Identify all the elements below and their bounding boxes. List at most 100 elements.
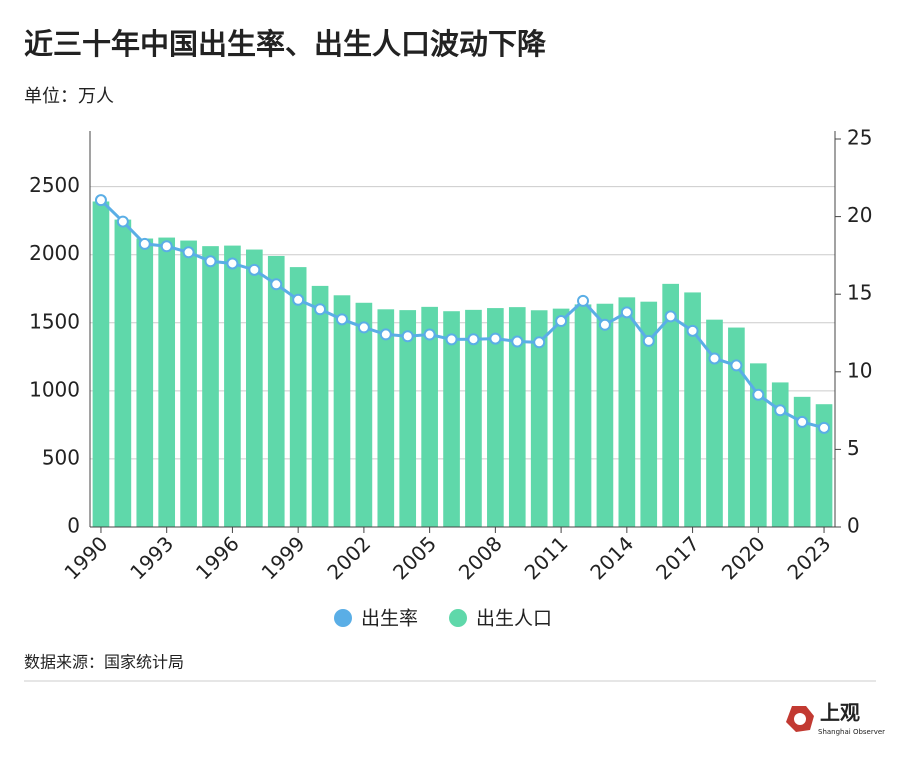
point <box>335 313 348 326</box>
point <box>270 278 283 291</box>
legend-swatch <box>449 609 468 627</box>
line <box>99 199 825 430</box>
y-tick-label: 1500 <box>29 309 80 333</box>
point <box>204 255 217 268</box>
point <box>292 293 305 306</box>
x-tick-label: 2020 <box>717 531 770 584</box>
point <box>533 336 546 349</box>
bar <box>377 309 395 527</box>
bar <box>530 310 548 527</box>
point <box>489 332 502 345</box>
bar <box>136 238 154 527</box>
brand: 上观 <box>820 701 860 725</box>
point <box>664 310 677 323</box>
x-tick-label: 1990 <box>59 531 112 584</box>
point <box>577 294 590 307</box>
bar <box>180 240 197 527</box>
bar <box>508 307 526 527</box>
legend-label: 出生率 <box>361 608 418 630</box>
y2-tick-label: 25 <box>847 126 872 150</box>
bar <box>815 404 833 527</box>
bar <box>399 310 417 527</box>
y2-tick-label: 0 <box>847 514 860 538</box>
bar <box>246 249 263 527</box>
bar <box>618 297 636 527</box>
point <box>467 333 480 346</box>
y-tick-label: 2500 <box>29 173 80 197</box>
bar <box>443 311 460 527</box>
point <box>686 324 699 337</box>
bar <box>574 304 592 527</box>
bar <box>158 237 176 527</box>
source: 数据来源：国家统计局 <box>24 653 184 672</box>
y2-tick-label: 5 <box>847 436 860 460</box>
chart-title: 近三十年中国出生率、出生人口波动下降 <box>24 27 547 61</box>
y-tick-label: 500 <box>42 445 80 469</box>
bar <box>749 363 767 527</box>
bar <box>92 201 110 528</box>
point <box>445 333 458 346</box>
point <box>138 237 151 250</box>
point <box>94 194 107 207</box>
point <box>314 303 327 316</box>
bar <box>311 285 329 527</box>
bar <box>596 303 614 527</box>
point <box>708 352 721 365</box>
bar <box>552 308 570 527</box>
point <box>774 404 787 417</box>
y-tick-label: 1000 <box>29 377 80 401</box>
y-tick-label: 2000 <box>29 241 80 265</box>
point <box>357 321 370 334</box>
x-tick-label: 2011 <box>520 531 573 584</box>
point <box>555 315 568 328</box>
point <box>116 215 129 228</box>
bar <box>684 292 701 527</box>
bar <box>793 396 811 527</box>
x-tick-label: 1993 <box>125 531 178 584</box>
bar <box>202 246 219 527</box>
bar <box>289 267 307 527</box>
x-tick-label: 1996 <box>191 531 244 584</box>
bar <box>267 255 285 527</box>
point <box>796 415 809 428</box>
point <box>598 318 611 331</box>
point <box>248 263 261 276</box>
bar <box>355 302 373 527</box>
bar <box>224 245 241 527</box>
point <box>160 240 173 253</box>
point <box>642 334 655 347</box>
legend-label: 出生人口 <box>476 608 552 630</box>
x-tick-label: 2005 <box>388 531 441 584</box>
bar <box>465 309 482 527</box>
point <box>620 306 633 319</box>
x-tick-label: 2023 <box>783 531 836 584</box>
x-tick-label: 2008 <box>454 531 507 584</box>
point <box>401 330 414 343</box>
bar <box>333 295 351 527</box>
x-tick-label: 1999 <box>257 531 310 584</box>
bar <box>640 301 658 527</box>
bar <box>487 308 504 527</box>
bar <box>706 319 723 527</box>
point <box>730 359 743 372</box>
bar <box>728 327 745 527</box>
point <box>511 335 524 348</box>
point <box>226 257 239 270</box>
point <box>752 388 765 401</box>
bar <box>771 382 789 527</box>
legend-swatch <box>334 609 352 627</box>
y-tick-label: 0 <box>67 514 80 538</box>
point <box>818 421 831 434</box>
chart-subtitle: 单位：万人 <box>24 86 114 107</box>
point <box>182 246 195 259</box>
point <box>379 328 392 341</box>
bar <box>662 283 679 527</box>
x-tick-label: 2002 <box>322 531 375 584</box>
bar <box>114 219 132 527</box>
brand-sub: Shanghai Observer <box>818 728 885 736</box>
x-tick-label: 2014 <box>585 531 638 584</box>
y2-tick-label: 10 <box>847 358 872 382</box>
x-tick-label: 2017 <box>651 531 704 584</box>
point <box>423 328 436 341</box>
